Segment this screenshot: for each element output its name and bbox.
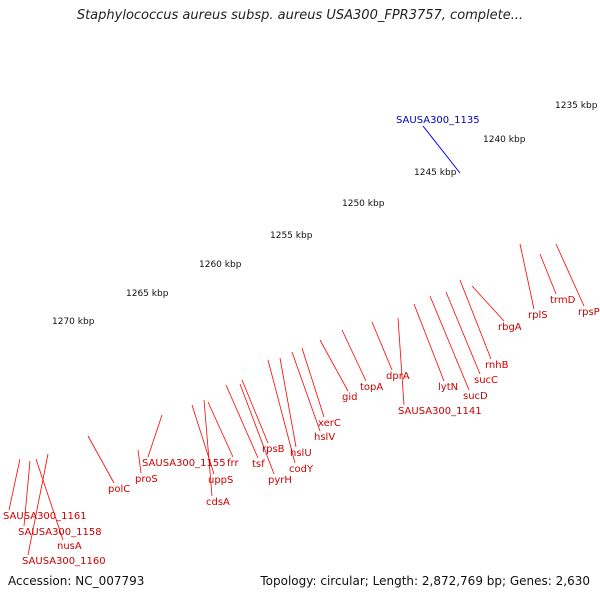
gene-leader	[8, 458, 21, 511]
gene-label: codY	[289, 464, 314, 475]
gene-leader	[301, 347, 325, 418]
accession-text: Accession: NC_007793	[8, 574, 145, 588]
gene-label: polC	[108, 484, 130, 495]
gene-label: frr	[227, 458, 239, 469]
gene-leader	[207, 401, 234, 458]
highlighted-gene-label: SAUSA300_1135	[396, 115, 480, 126]
scale-label: 1255 kbp	[270, 231, 313, 241]
gene-leader	[319, 339, 349, 392]
gene-label: hslU	[290, 448, 312, 459]
gene-label: uppS	[208, 475, 233, 486]
gene-leader	[371, 321, 393, 371]
gene-label: tsf	[252, 459, 265, 470]
gene-leader	[397, 317, 405, 406]
gene-label: cdsA	[206, 497, 230, 508]
gene-leader	[225, 384, 259, 459]
gene-leader	[413, 303, 445, 382]
gene-leader	[555, 243, 585, 307]
gene-leader	[291, 351, 321, 432]
gene-leader	[241, 379, 269, 444]
gene-leader	[519, 243, 535, 310]
gene-leader-lines	[8, 125, 585, 556]
gene-leader	[279, 357, 297, 448]
gene-label: lytN	[438, 382, 458, 393]
gene-label: trmD	[550, 295, 576, 306]
gene-label: SAUSA300_1155	[142, 458, 226, 469]
gene-leader	[137, 449, 142, 474]
gene-leader	[147, 414, 163, 458]
gene-labels: 1235 kbp 1240 kbp 1245 kbp 1250 kbp 1255 kbp…	[3, 101, 600, 567]
gene-leader	[23, 460, 31, 527]
gene-label: proS	[135, 474, 158, 485]
gene-leader	[539, 253, 557, 295]
gene-label: rpsP	[578, 307, 600, 318]
gene-leader	[203, 399, 213, 497]
gene-leader	[471, 285, 505, 322]
gene-label: pyrH	[268, 475, 292, 486]
gene-label: SAUSA300_1141	[398, 406, 482, 417]
gene-label: sucC	[474, 375, 498, 386]
topology-text: Topology: circular; Length: 2,872,769 bp…	[260, 574, 590, 588]
gene-leader	[87, 435, 115, 484]
gene-leader	[459, 279, 492, 360]
gene-leader	[341, 329, 367, 382]
gene-leader	[191, 404, 215, 475]
gene-leader	[445, 291, 481, 375]
gene-leader	[35, 458, 64, 541]
scale-label: 1265 kbp	[126, 289, 169, 299]
scale-label: 1250 kbp	[342, 199, 385, 209]
gene-label: rpsB	[262, 444, 285, 455]
scale-label: 1240 kbp	[483, 135, 526, 145]
highlight-leader	[422, 125, 461, 174]
gene-label: xerC	[318, 418, 341, 429]
map-title: Staphylococcus aureus subsp. aureus USA3…	[76, 8, 524, 23]
gene-leader	[239, 383, 275, 475]
gene-label: SAUSA300_1158	[18, 527, 102, 538]
gene-label: nusA	[57, 541, 82, 552]
gene-leader	[267, 359, 296, 464]
scale-label: 1235 kbp	[555, 101, 598, 111]
gene-label: gid	[342, 392, 357, 403]
gene-label: topA	[360, 382, 383, 393]
gene-label: rplS	[528, 310, 548, 321]
scale-label: 1260 kbp	[199, 260, 242, 270]
gene-label: rnhB	[485, 360, 509, 371]
scale-label: 1270 kbp	[52, 317, 95, 327]
gene-label: sucD	[463, 391, 488, 402]
gene-label: rbgA	[498, 322, 522, 333]
gene-label: SAUSA300_1161	[3, 511, 87, 522]
gene-leader	[429, 295, 470, 391]
gene-leader	[27, 453, 49, 556]
gene-label: SAUSA300_1160	[22, 556, 106, 567]
scale-label: 1245 kbp	[414, 168, 457, 178]
gene-label: dprA	[386, 371, 410, 382]
gene-label: hslV	[314, 432, 335, 443]
